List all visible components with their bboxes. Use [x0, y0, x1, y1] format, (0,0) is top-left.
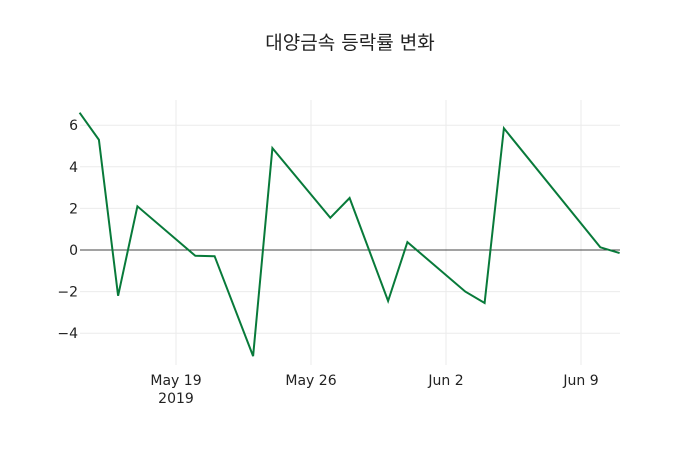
- y-tick-label: 2: [69, 201, 78, 217]
- chart-title: 대양금속 등락률 변화: [265, 32, 435, 54]
- y-tick-label: 0: [69, 243, 78, 259]
- x-tick-label: May 19: [150, 373, 201, 389]
- y-tick-label: −2: [57, 285, 78, 301]
- x-tick-sublabel: 2019: [158, 391, 194, 407]
- x-tick-label: May 26: [285, 373, 336, 389]
- x-tick-label: Jun 2: [427, 373, 463, 389]
- y-axis-ticks: 6 4 2 0 −2 −4: [57, 118, 78, 342]
- x-tick-label: Jun 9: [562, 373, 598, 389]
- series-line: [78, 112, 620, 357]
- grid-lines: [80, 100, 620, 365]
- y-tick-label: 4: [69, 160, 78, 176]
- x-axis-ticks: May 19 2019 May 26 Jun 2 Jun 9: [150, 373, 598, 407]
- y-tick-label: 6: [69, 118, 78, 134]
- y-tick-label: −4: [57, 326, 78, 342]
